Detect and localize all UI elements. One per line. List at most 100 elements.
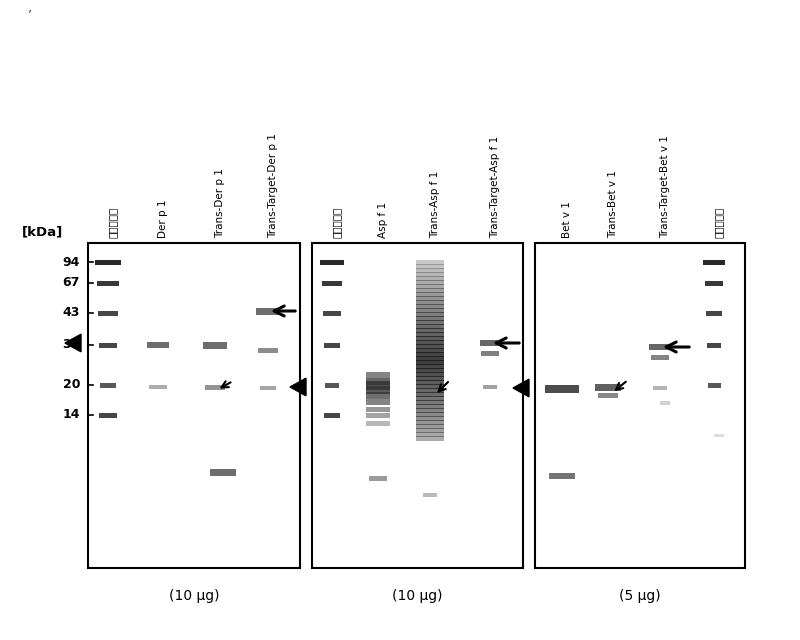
Bar bbox=[416, 367, 444, 372]
Bar bbox=[480, 340, 500, 346]
Bar bbox=[369, 476, 387, 481]
Bar bbox=[649, 344, 671, 350]
Bar bbox=[416, 312, 444, 317]
Bar bbox=[535, 243, 745, 568]
Bar bbox=[416, 348, 444, 353]
Bar bbox=[660, 401, 670, 405]
Bar bbox=[416, 435, 444, 440]
Text: Trans-Target-Asp f 1: Trans-Target-Asp f 1 bbox=[490, 136, 500, 238]
Bar bbox=[366, 392, 390, 399]
Bar bbox=[416, 259, 444, 264]
Bar bbox=[324, 413, 340, 417]
Bar bbox=[100, 383, 116, 387]
Polygon shape bbox=[65, 334, 81, 352]
Text: Asp f 1: Asp f 1 bbox=[378, 202, 388, 238]
Bar bbox=[416, 307, 444, 312]
Text: Trans-Asp f 1: Trans-Asp f 1 bbox=[430, 171, 440, 238]
Text: 分子量标准: 分子量标准 bbox=[332, 207, 342, 238]
Bar bbox=[481, 351, 499, 355]
Bar bbox=[416, 399, 444, 404]
Bar bbox=[324, 342, 340, 348]
Bar bbox=[416, 323, 444, 328]
Bar bbox=[416, 415, 444, 420]
Bar bbox=[416, 351, 444, 356]
Bar bbox=[416, 403, 444, 408]
Bar bbox=[416, 284, 444, 289]
Bar bbox=[595, 383, 621, 390]
Bar bbox=[416, 387, 444, 392]
Bar bbox=[416, 280, 444, 285]
Bar bbox=[258, 348, 278, 353]
Bar bbox=[651, 355, 669, 360]
Text: (10 μg): (10 μg) bbox=[392, 589, 442, 603]
Bar bbox=[549, 473, 575, 479]
Bar bbox=[416, 355, 444, 360]
Bar bbox=[416, 271, 444, 276]
Text: ’: ’ bbox=[28, 8, 32, 21]
Bar bbox=[416, 396, 444, 401]
Bar bbox=[598, 392, 618, 397]
Text: [kDa]: [kDa] bbox=[22, 225, 63, 239]
Bar bbox=[322, 280, 342, 285]
Polygon shape bbox=[513, 379, 529, 397]
Bar bbox=[416, 296, 444, 301]
Bar bbox=[416, 376, 444, 381]
Bar bbox=[325, 383, 339, 387]
Bar bbox=[416, 344, 444, 349]
Text: 67: 67 bbox=[62, 276, 80, 289]
Bar bbox=[423, 493, 437, 497]
Bar bbox=[97, 280, 119, 285]
Bar bbox=[88, 243, 300, 568]
Bar bbox=[366, 378, 390, 385]
Text: 分子量标准: 分子量标准 bbox=[108, 207, 118, 238]
Bar bbox=[416, 339, 444, 344]
Text: 14: 14 bbox=[62, 408, 80, 422]
Bar bbox=[312, 243, 523, 568]
Bar bbox=[366, 406, 390, 412]
Bar bbox=[416, 383, 444, 388]
Bar bbox=[416, 424, 444, 429]
Bar bbox=[705, 280, 723, 285]
Bar bbox=[416, 419, 444, 424]
Bar bbox=[366, 420, 390, 426]
Text: 分子量标准: 分子量标准 bbox=[714, 207, 724, 238]
Bar bbox=[149, 385, 167, 389]
Bar bbox=[98, 310, 118, 316]
Bar bbox=[256, 307, 280, 314]
Text: 94: 94 bbox=[62, 255, 80, 269]
Bar bbox=[416, 328, 444, 333]
Bar bbox=[416, 360, 444, 365]
Bar bbox=[416, 300, 444, 305]
Bar bbox=[366, 381, 390, 390]
Bar bbox=[416, 332, 444, 337]
Bar bbox=[714, 433, 724, 436]
Text: (5 μg): (5 μg) bbox=[619, 589, 661, 603]
Text: 20: 20 bbox=[62, 378, 80, 392]
Bar bbox=[416, 371, 444, 376]
Bar bbox=[99, 413, 117, 417]
Text: Trans-Target-Der p 1: Trans-Target-Der p 1 bbox=[268, 133, 278, 238]
Text: Bet v 1: Bet v 1 bbox=[562, 201, 572, 238]
Bar bbox=[416, 316, 444, 321]
Bar bbox=[416, 335, 444, 340]
Bar bbox=[483, 385, 497, 389]
Bar bbox=[416, 291, 444, 296]
Bar bbox=[366, 399, 390, 405]
Bar bbox=[416, 303, 444, 308]
Bar bbox=[416, 364, 444, 369]
Bar bbox=[545, 385, 579, 393]
Bar bbox=[653, 386, 667, 390]
Bar bbox=[416, 319, 444, 324]
Bar bbox=[416, 431, 444, 436]
Text: 30: 30 bbox=[62, 339, 80, 351]
Polygon shape bbox=[290, 378, 306, 396]
Bar bbox=[416, 428, 444, 433]
Bar bbox=[147, 342, 169, 348]
Bar bbox=[210, 468, 236, 476]
Bar bbox=[416, 264, 444, 269]
Bar bbox=[416, 380, 444, 385]
Bar bbox=[416, 275, 444, 280]
Bar bbox=[260, 386, 276, 390]
Text: Trans-Bet v 1: Trans-Bet v 1 bbox=[608, 170, 618, 238]
Text: Trans-Target-Bet v 1: Trans-Target-Bet v 1 bbox=[660, 135, 670, 238]
